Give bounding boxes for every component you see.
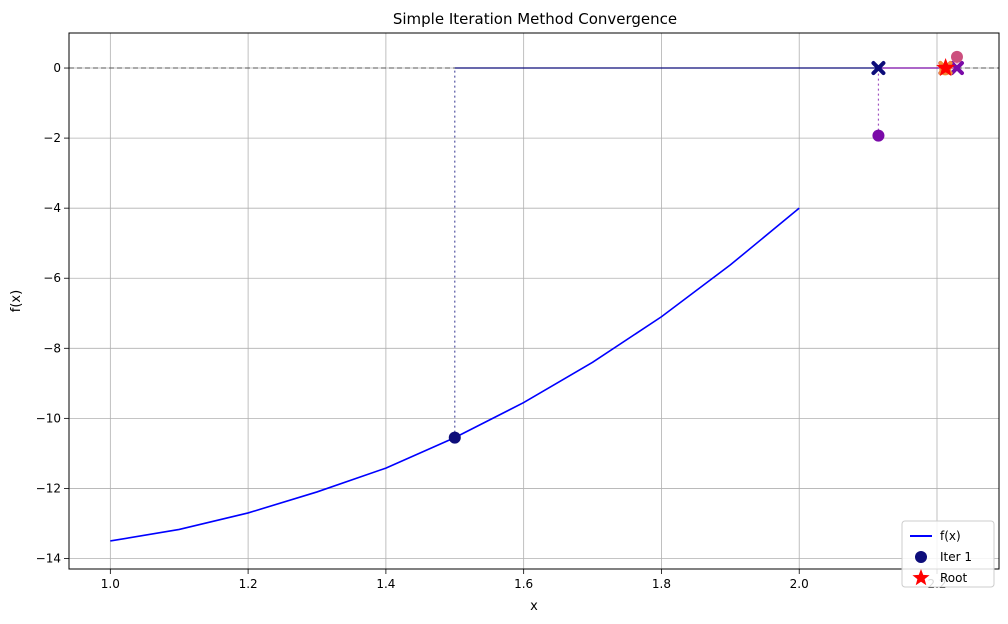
grid [69, 33, 999, 569]
iteration-x-marker [871, 61, 886, 76]
x-axis-label: x [530, 599, 538, 614]
legend-circle-swatch [915, 551, 927, 563]
y-tick-label: −6 [43, 271, 61, 285]
plot-area [69, 50, 999, 542]
legend-box [901, 520, 995, 588]
plot-frame [68, 32, 1000, 570]
y-tick-label: −10 [36, 411, 61, 425]
x-tick-label: 1.2 [239, 577, 258, 591]
y-axis-label: f(x) [9, 290, 24, 312]
x-tick-label: 1.8 [652, 577, 671, 591]
y-tick-label: 0 [53, 61, 61, 75]
x-tick-label: 1.6 [514, 577, 533, 591]
y-tick-label: −14 [36, 551, 61, 565]
legend-label: f(x) [940, 529, 961, 543]
y-tick-label: −12 [36, 481, 61, 495]
iteration-point [448, 431, 461, 444]
x-tick-label: 1.0 [101, 577, 120, 591]
x-tick-label: 2.0 [790, 577, 809, 591]
iteration-point [872, 129, 885, 142]
legend-label: Root [940, 571, 967, 585]
legend-star-swatch [912, 569, 930, 586]
y-tick-label: −4 [43, 201, 61, 215]
iteration-x-marker [949, 61, 964, 76]
legend: f(x) Iter 1 Root [901, 520, 995, 588]
iteration-point [950, 50, 963, 63]
legend-label: Iter 1 [940, 550, 972, 564]
y-tick-label: −2 [43, 131, 61, 145]
x-tick-label: 1.4 [376, 577, 395, 591]
y-tick-label: −8 [43, 341, 61, 355]
axis-ticks: 1.01.21.41.61.82.02.20−2−4−6−8−10−12−14 [36, 61, 947, 591]
root-star [936, 58, 956, 77]
chart-title: Simple Iteration Method Convergence [393, 10, 677, 28]
